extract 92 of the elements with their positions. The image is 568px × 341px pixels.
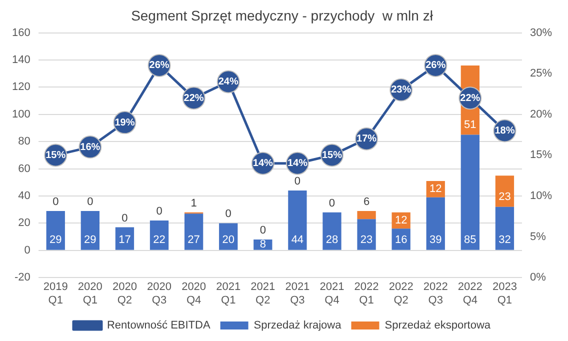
bar — [322, 212, 342, 250]
data-label: 26% — [149, 60, 170, 72]
data-label: 32 — [498, 234, 511, 246]
bar — [495, 206, 514, 250]
x-tick-label: 2022 Q4 — [458, 281, 482, 306]
data-label: 20 — [222, 234, 234, 246]
y-tick-label: 100 — [12, 108, 30, 120]
data-label: 44 — [291, 234, 304, 246]
y2-tick-label: 25% — [530, 68, 552, 80]
x-tick-label: 2021 Q1 — [216, 281, 241, 306]
bar — [357, 210, 376, 220]
bar — [80, 210, 100, 250]
y2-tick-label: 15% — [530, 149, 552, 162]
data-label: 0 — [87, 196, 94, 208]
y-tick-label: 0 — [24, 244, 30, 256]
x-tick-label: 2021 Q3 — [285, 281, 310, 306]
data-label: 8 — [260, 238, 266, 251]
x-tick-label: 2022 Q2 — [388, 281, 414, 306]
x-tick-label: 2021 Q2 — [250, 281, 276, 306]
bar — [357, 219, 376, 250]
data-label: 28 — [326, 234, 338, 246]
bar — [115, 227, 134, 250]
data-label: 85 — [464, 234, 476, 246]
x-tick-label: 2019 Q1 — [43, 281, 68, 306]
x-tick-label: 2023 Q1 — [492, 281, 517, 306]
data-label: 0 — [156, 206, 162, 218]
y-tick-label: 40 — [18, 190, 30, 202]
bar — [426, 197, 445, 250]
bar — [46, 210, 65, 250]
data-label: 1 — [190, 197, 197, 210]
legend-label: Rentowność EBITDA — [106, 320, 211, 332]
x-tick-label: 2020 Q3 — [147, 281, 172, 306]
x-tick-label: 2020 Q4 — [182, 281, 206, 306]
data-label: 23 — [360, 234, 373, 246]
x-tick-label: 2022 Q3 — [423, 281, 448, 306]
data-label: 15% — [322, 150, 342, 161]
bar — [460, 134, 480, 250]
data-label: 15% — [46, 150, 66, 161]
x-tick-label: 2020 Q1 — [78, 281, 102, 306]
data-label: 22% — [184, 92, 204, 104]
data-label: 0 — [260, 224, 266, 237]
data-label: 0 — [328, 197, 336, 210]
x-tick-label: 2022 Q1 — [354, 281, 379, 306]
data-label: 6 — [363, 196, 370, 208]
legend-label: Sprzedaż krajowa — [254, 320, 342, 332]
data-label: 0 — [122, 212, 128, 224]
data-label: 0 — [294, 176, 301, 188]
data-label: 23 — [498, 190, 511, 203]
data-label: 51 — [464, 118, 476, 131]
bar — [184, 214, 204, 250]
y2-tick-label: 10% — [530, 190, 552, 202]
x-tick-label: 2020 Q2 — [112, 281, 137, 306]
chart-title: Segment Sprzęt medyczny - przychody w mln zł — [131, 7, 434, 24]
data-label: 29 — [50, 234, 62, 246]
data-label: 22% — [460, 92, 480, 104]
bar — [219, 223, 238, 250]
data-label: 14% — [287, 158, 308, 170]
data-label: 17 — [118, 234, 131, 246]
y-tick-label: 120 — [12, 81, 30, 94]
data-label: 22 — [153, 234, 166, 246]
y2-tick-label: 5% — [530, 230, 546, 243]
data-label: 0 — [225, 208, 232, 220]
data-label: 39 — [429, 234, 442, 246]
y-tick-label: 160 — [12, 26, 30, 39]
data-label: 12 — [394, 214, 408, 227]
data-label: 16% — [80, 142, 100, 153]
y2-tick-label: 30% — [530, 26, 552, 39]
bar — [495, 176, 514, 207]
data-label: 12 — [429, 183, 442, 196]
data-label: 16 — [394, 234, 408, 246]
bar — [288, 190, 307, 250]
data-label: 29 — [84, 234, 96, 246]
data-label: 0 — [52, 196, 59, 208]
y-tick-label: 140 — [12, 54, 30, 66]
data-label: 18% — [494, 125, 515, 136]
data-label: 19% — [114, 117, 135, 128]
data-label: 17% — [356, 134, 377, 145]
y-tick-label: 20 — [18, 217, 30, 230]
x-tick-label: 2021 Q4 — [320, 281, 344, 306]
bar — [150, 220, 169, 250]
y-tick-label: -20 — [14, 272, 30, 284]
data-label: 27 — [188, 234, 200, 246]
data-label: 23% — [391, 84, 412, 96]
data-label: 14% — [252, 158, 274, 170]
y2-tick-label: 0% — [530, 272, 546, 284]
legend-label: Sprzedaż eksportowa — [384, 320, 492, 332]
y2-tick-label: 20% — [530, 108, 552, 120]
data-label: 26% — [426, 60, 446, 72]
y-tick-label: 60 — [18, 162, 30, 175]
bar — [392, 228, 410, 250]
y-tick-label: 80 — [18, 136, 30, 148]
data-label: 24% — [218, 76, 238, 88]
